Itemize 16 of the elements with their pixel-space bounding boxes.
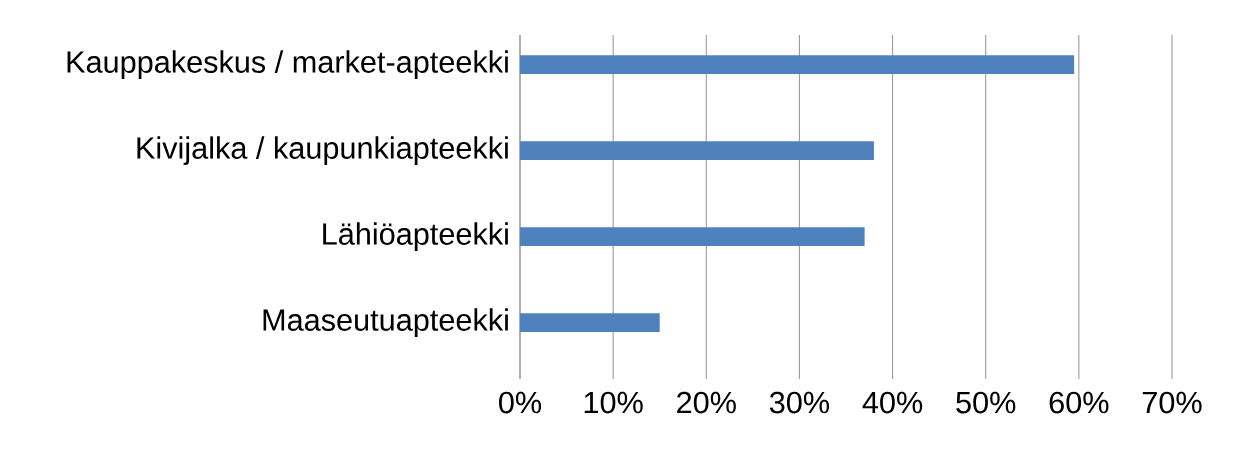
x-tick-label: 60%: [1049, 391, 1109, 414]
x-tick-label: 30%: [769, 391, 830, 414]
bar: [520, 141, 874, 160]
x-tick-label: 20%: [677, 391, 736, 414]
y-tick-label: Kivijalka / kaupunkiapteekki: [137, 136, 508, 165]
x-tick-label: 40%: [862, 391, 923, 414]
y-tick-label: Maaseutuapteekki: [263, 308, 508, 337]
bar: [520, 227, 865, 246]
bar: [520, 55, 1075, 74]
x-tick-label: 70%: [1142, 391, 1202, 414]
x-tick-label: 10%: [584, 391, 643, 414]
bar: [520, 313, 660, 332]
y-tick-label: Kauppakeskus / market-apteekki: [67, 50, 508, 79]
y-tick-label: Lähiöapteekki: [323, 222, 508, 251]
x-tick-label: 50%: [956, 391, 1016, 414]
x-tick-label: 0%: [499, 391, 542, 414]
